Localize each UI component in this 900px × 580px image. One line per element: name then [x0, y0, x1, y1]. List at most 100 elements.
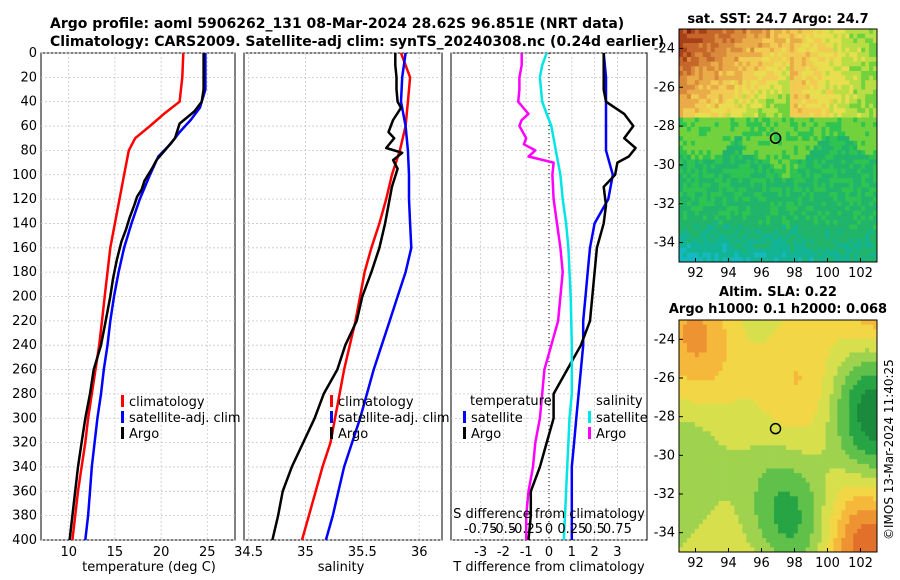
- map-cell: [793, 229, 799, 235]
- legend-swatch-t-satellite: [463, 411, 466, 423]
- map-cell: [865, 324, 870, 330]
- map-cell: [873, 320, 878, 326]
- map-cell: [702, 98, 708, 104]
- map-cell: [770, 449, 775, 455]
- map-cell: [778, 178, 783, 184]
- map-cell: [829, 252, 834, 258]
- map-cell: [849, 98, 854, 104]
- map-cell: [738, 357, 743, 363]
- map-cell: [766, 454, 771, 460]
- map-cell: [730, 238, 735, 244]
- map-cell: [690, 329, 696, 335]
- map-cell: [781, 70, 787, 76]
- map-cell: [781, 94, 787, 100]
- map-cell: [758, 243, 763, 249]
- map-cell: [865, 445, 870, 451]
- map-cell: [849, 403, 854, 409]
- map-cell: [746, 192, 751, 198]
- map-cell: [817, 473, 822, 479]
- map-cell: [754, 361, 759, 367]
- map-cell: [706, 38, 712, 44]
- map-cell: [679, 408, 684, 414]
- map-cell: [829, 361, 834, 367]
- map-cell: [809, 192, 815, 198]
- map-cell: [865, 224, 870, 230]
- map-cell: [742, 243, 747, 249]
- map-cell: [778, 168, 783, 174]
- map-cell: [873, 380, 878, 386]
- map-cell: [710, 384, 716, 390]
- map-cell: [690, 477, 696, 483]
- map-cell: [722, 164, 727, 170]
- map-cell: [742, 187, 747, 193]
- map-cell: [734, 52, 739, 58]
- map-cell: [809, 38, 815, 44]
- map-cell: [865, 417, 870, 423]
- map-cell: [781, 403, 787, 409]
- map-cell: [690, 352, 696, 358]
- map-cell: [829, 201, 834, 207]
- map-cell: [682, 473, 688, 479]
- map-cell: [738, 84, 743, 90]
- map-cell: [742, 89, 747, 95]
- map-cell: [793, 47, 799, 53]
- map-cell: [746, 61, 751, 67]
- map-cell: [742, 408, 747, 414]
- map-cell: [841, 154, 846, 160]
- map-cell: [841, 80, 846, 86]
- map-cell: [718, 445, 723, 451]
- map-cell: [857, 468, 862, 474]
- map-cell: [734, 320, 739, 326]
- map-cell: [857, 403, 862, 409]
- map-cell: [801, 384, 807, 390]
- map-cell: [706, 440, 712, 446]
- map-cell: [730, 514, 735, 520]
- map-cell: [714, 343, 719, 349]
- map-cell: [789, 482, 795, 488]
- map-cell: [805, 248, 811, 254]
- map-cell: [778, 89, 783, 95]
- map-cell: [734, 500, 739, 506]
- map-cell: [805, 140, 811, 146]
- map-cell: [774, 491, 779, 497]
- map-cell: [746, 487, 751, 493]
- map-cell: [853, 136, 858, 142]
- map-cell: [770, 384, 775, 390]
- map-cell: [702, 61, 708, 67]
- map-cell: [801, 500, 807, 506]
- map-cell: [781, 122, 787, 128]
- map-cell: [702, 324, 708, 330]
- map-cell: [746, 422, 751, 428]
- map-cell: [690, 412, 696, 418]
- map-cell: [785, 94, 791, 100]
- map-cell: [750, 234, 755, 240]
- map-cell: [793, 80, 799, 86]
- map-cell: [861, 431, 866, 437]
- map-cell: [742, 168, 747, 174]
- map-cell: [698, 514, 704, 520]
- map-cell: [702, 126, 708, 132]
- map-cell: [785, 482, 791, 488]
- map-cell: [833, 252, 838, 258]
- map-cell: [857, 338, 862, 344]
- map-cell: [793, 136, 799, 142]
- map-cell: [734, 108, 739, 114]
- map-cell: [722, 496, 727, 502]
- map-cell: [679, 403, 684, 409]
- s-tick-label: 0.25: [557, 522, 586, 537]
- map-cell: [805, 192, 811, 198]
- map-cell: [873, 398, 878, 404]
- map-cell: [750, 500, 755, 506]
- map-cell: [853, 371, 858, 377]
- map-cell: [805, 371, 811, 377]
- map-cell: [742, 361, 747, 367]
- map-cell: [813, 357, 818, 363]
- map-cell: [805, 70, 811, 76]
- map-cell: [833, 473, 838, 479]
- map-cell: [841, 333, 846, 339]
- map-cell: [722, 500, 727, 506]
- map-cell: [718, 473, 723, 479]
- map-cell: [690, 333, 696, 339]
- map-cell: [750, 178, 755, 184]
- map-cell: [686, 449, 692, 455]
